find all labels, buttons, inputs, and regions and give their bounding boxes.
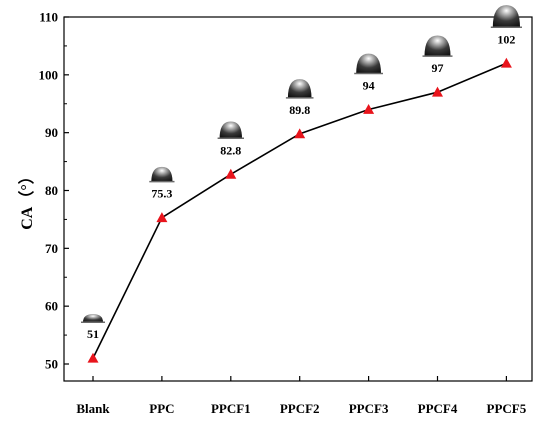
data-point-marker [500,57,512,68]
y-tick-label: 110 [39,10,58,25]
data-value-label: 94 [363,79,375,93]
y-axis: 50 60 70 80 90 100 110 [39,10,69,372]
data-value-label: 97 [432,61,444,75]
data-labels: 51 75.3 82.8 89.8 94 97 102 [87,32,515,341]
x-tick-label: PPCF2 [280,401,320,416]
water-droplet-icon [354,53,383,75]
x-tick-label: Blank [76,401,110,416]
y-tick-label: 50 [45,357,58,372]
x-tick-label: PPC [149,401,174,416]
x-tick-label: PPCF5 [487,401,527,416]
droplet-images [81,5,522,323]
series-markers [87,57,512,363]
y-tick-label: 100 [39,67,59,82]
y-tick-label: 80 [45,183,58,198]
water-droplet-icon [149,166,175,183]
data-point-marker [294,128,306,139]
y-tick-label: 60 [45,299,58,314]
data-point-marker [225,168,237,179]
x-tick-label: PPCF1 [211,401,251,416]
y-axis-label: CA（°） [18,168,36,230]
data-value-label: 51 [87,327,99,341]
data-point-marker [87,352,99,363]
water-droplet-icon [81,314,105,323]
data-value-label: 75.3 [151,187,172,201]
data-value-label: 102 [497,32,515,46]
water-droplet-icon [490,5,522,29]
y-tick-label: 70 [45,241,58,256]
water-droplet-icon [422,35,453,57]
data-point-marker [156,212,168,223]
data-value-label: 82.8 [220,143,241,157]
water-droplet-icon [217,121,244,140]
data-point-marker [432,86,443,97]
water-droplet-icon [285,79,314,99]
x-axis: Blank PPC PPCF1 PPCF2 PPCF3 PPCF4 PPCF5 [76,376,527,416]
y-tick-label: 90 [45,125,58,140]
data-value-label: 89.8 [289,103,310,117]
plot-frame [63,16,533,382]
x-tick-label: PPCF3 [349,401,389,416]
x-tick-label: PPCF4 [418,401,458,416]
data-point-marker [363,104,375,114]
